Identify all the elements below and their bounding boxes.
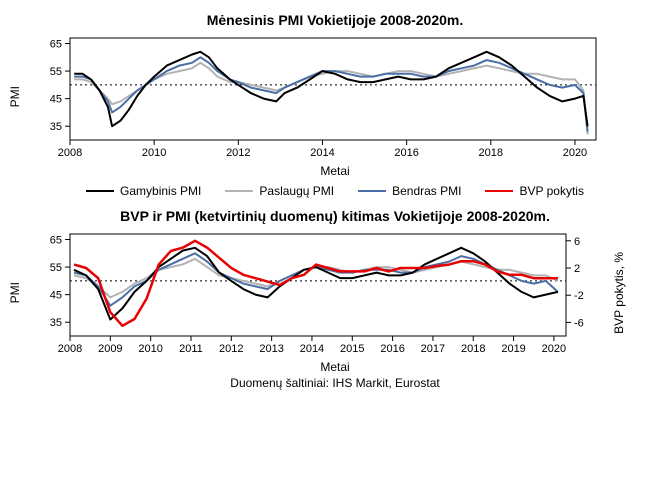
svg-text:2019: 2019 bbox=[501, 343, 525, 355]
svg-text:55: 55 bbox=[50, 66, 62, 78]
svg-text:2020: 2020 bbox=[542, 343, 566, 355]
legend-swatch bbox=[86, 190, 114, 192]
svg-text:2017: 2017 bbox=[421, 343, 445, 355]
legend-label: BVP pokytis bbox=[519, 184, 583, 198]
legend-label: Paslaugų PMI bbox=[259, 184, 334, 198]
svg-text:2009: 2009 bbox=[98, 343, 122, 355]
svg-text:2016: 2016 bbox=[394, 147, 418, 159]
svg-text:6: 6 bbox=[574, 236, 580, 248]
legend-item: BVP pokytis bbox=[485, 184, 583, 198]
svg-text:-2: -2 bbox=[574, 290, 584, 302]
legend-swatch bbox=[225, 190, 253, 192]
legend-item: Bendras PMI bbox=[358, 184, 461, 198]
plot-area-top: 35 45 55 65 2008 2010 2012 2014 2016 2018 2020 bbox=[28, 32, 608, 162]
y-axis-label-left: PMI bbox=[8, 86, 24, 107]
plot-area-bottom: 35 45 55 65 -6 -2 2 6 2008 2009 2010 2011 2012 2013 20… bbox=[28, 228, 608, 358]
chart-title-bottom: BVP ir PMI (ketvirtinių duomenų) kitimas… bbox=[8, 208, 662, 224]
svg-text:2010: 2010 bbox=[142, 147, 166, 159]
y-axis-label-right: BVP pokytis, % bbox=[612, 252, 628, 334]
svg-text:2018: 2018 bbox=[461, 343, 485, 355]
legend-item: Gamybinis PMI bbox=[86, 184, 201, 198]
svg-text:2008: 2008 bbox=[58, 343, 82, 355]
pmi-monthly-chart: Mėnesinis PMI Vokietijoje 2008-2020m. PM… bbox=[8, 12, 662, 178]
svg-text:2014: 2014 bbox=[300, 343, 324, 355]
legend-swatch bbox=[485, 190, 513, 192]
y-axis-label-left-2: PMI bbox=[8, 282, 24, 303]
legend-swatch bbox=[358, 190, 386, 192]
svg-text:2014: 2014 bbox=[310, 147, 334, 159]
legend-label: Gamybinis PMI bbox=[120, 184, 201, 198]
svg-text:2: 2 bbox=[574, 263, 580, 275]
plot-wrap-top: PMI 35 45 55 65 2008 2010 2012 2014 2016 2018 2020 bbox=[8, 32, 662, 162]
svg-text:35: 35 bbox=[50, 317, 62, 329]
pmi-gdp-quarterly-chart: BVP ir PMI (ketvirtinių duomenų) kitimas… bbox=[8, 208, 662, 390]
svg-text:2013: 2013 bbox=[259, 343, 283, 355]
svg-text:2016: 2016 bbox=[380, 343, 404, 355]
x-axis-label-top: Metai bbox=[8, 164, 662, 178]
svg-text:2018: 2018 bbox=[479, 147, 503, 159]
svg-text:-6: -6 bbox=[574, 317, 584, 329]
plot-wrap-bottom: PMI 35 45 55 65 -6 -2 2 6 2008 2009 2010 2011 2012 20… bbox=[8, 228, 662, 358]
svg-text:2011: 2011 bbox=[179, 343, 203, 355]
svg-text:2020: 2020 bbox=[563, 147, 587, 159]
svg-text:2010: 2010 bbox=[138, 343, 162, 355]
svg-text:2015: 2015 bbox=[340, 343, 364, 355]
svg-text:55: 55 bbox=[50, 262, 62, 274]
svg-text:2008: 2008 bbox=[58, 147, 82, 159]
x-axis-label-bottom: Metai bbox=[8, 360, 662, 374]
svg-text:35: 35 bbox=[50, 121, 62, 133]
svg-text:2012: 2012 bbox=[219, 343, 243, 355]
legend-item: Paslaugų PMI bbox=[225, 184, 334, 198]
chart-legend: Gamybinis PMI Paslaugų PMI Bendras PMI BVP … bbox=[8, 184, 662, 198]
svg-text:2012: 2012 bbox=[226, 147, 250, 159]
data-source-note: Duomenų šaltiniai: IHS Markit, Eurostat bbox=[8, 376, 662, 390]
svg-text:65: 65 bbox=[50, 39, 62, 51]
svg-text:45: 45 bbox=[50, 290, 62, 302]
svg-text:45: 45 bbox=[50, 94, 62, 106]
svg-text:65: 65 bbox=[50, 235, 62, 247]
chart-title-top: Mėnesinis PMI Vokietijoje 2008-2020m. bbox=[8, 12, 662, 28]
legend-label: Bendras PMI bbox=[392, 184, 461, 198]
